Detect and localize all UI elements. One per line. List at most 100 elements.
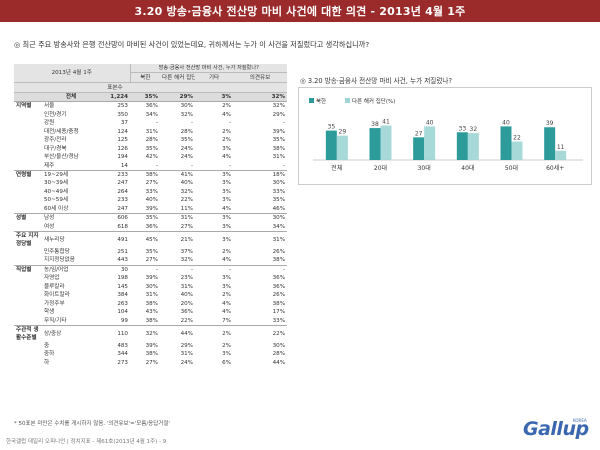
table-row: 학생 104 43% 36% 4% 17%: [14, 308, 287, 316]
row-label: 50~59세: [44, 197, 69, 204]
row-value: 3%: [195, 92, 233, 102]
row-value: 3%: [222, 145, 231, 152]
row-group: [14, 188, 42, 196]
chart-title: ◎ 3.20 방송·금융사 전산망 마비 사건, 누가 저질렀나?: [300, 77, 452, 85]
row-group: [14, 222, 42, 231]
row-value: 1,224: [100, 92, 130, 102]
table-row: 주관적 생활수준별 상/중상 110 32% 44% 2% 22%: [14, 324, 288, 342]
row-value: 29%: [272, 111, 286, 118]
row-label: 학생: [44, 309, 55, 316]
bar-chart: 북한 다른 해커 집단(%) 35 29 전체 38 41 20대 27 40 30대 33 32 40대…: [298, 87, 592, 185]
row-value: 29%: [180, 342, 193, 349]
row-value: 39%: [145, 342, 158, 349]
row-value: 3%: [222, 283, 231, 290]
row-value: 2%: [222, 292, 231, 299]
row-value: 110: [100, 324, 130, 342]
row-label: 대구/경북: [44, 145, 67, 152]
table-row: 무직/기타 99 38% 22% 7% 33%: [14, 316, 287, 325]
bar-value-label: 39: [546, 120, 554, 127]
row-value: 44%: [272, 359, 286, 366]
row-label: 중: [44, 342, 50, 349]
row-value: 3%: [222, 180, 231, 187]
page-footer: 한국갤럽 데일리 오피니언 | 정치지표 - 제61호(2013년 4월 1주)…: [6, 439, 167, 445]
table-row: 블루칼라 145 30% 31% 3% 36%: [14, 283, 287, 291]
row-value: 443: [117, 257, 128, 264]
row-value: 35%: [180, 137, 193, 144]
row-value: 24%: [180, 359, 193, 366]
row-value: 35%: [130, 92, 160, 102]
row-value: -: [190, 162, 193, 169]
bar-value-label: 32: [470, 126, 478, 133]
legend-swatch: [345, 98, 350, 103]
table-row: 대전/세종/충청 124 31% 28% 2% 39%: [14, 128, 287, 136]
row-group: [14, 196, 42, 204]
row-value: -: [195, 264, 233, 275]
row-value: 35%: [145, 145, 158, 152]
chart-bar: [413, 137, 425, 160]
row-value: 30%: [233, 212, 288, 223]
row-group: [14, 342, 42, 350]
chart-bar: [380, 125, 392, 160]
row-value: 31%: [272, 154, 286, 161]
row-label: 하: [44, 359, 50, 366]
row-label: 60세 이상: [44, 205, 69, 212]
row-value: 2%: [222, 249, 231, 256]
table-row: 여성 618 36% 27% 3% 34%: [14, 222, 287, 231]
category-label: 60세+: [546, 164, 564, 172]
bar-value-label: 22: [513, 135, 521, 142]
row-value: 384: [117, 292, 128, 299]
row-value: 35%: [145, 249, 158, 256]
row-value: -: [228, 120, 231, 127]
row-value: 24%: [180, 154, 193, 161]
row-value: 4%: [222, 111, 231, 118]
row-value: 36%: [180, 309, 193, 316]
row-value: 263: [117, 300, 128, 307]
row-value: -: [282, 162, 286, 169]
row-label: 지지정당없음: [44, 257, 75, 264]
chart-bar: [424, 126, 436, 160]
row-value: 27%: [145, 359, 158, 366]
table-row: 50~59세 233 40% 22% 3% 35%: [14, 196, 287, 204]
row-label: 30~39세: [44, 180, 69, 187]
row-value: 33%: [272, 188, 286, 195]
row-label: 서울: [42, 101, 100, 111]
row-value: 30: [100, 264, 130, 275]
bar-value-label: 40: [426, 119, 434, 126]
row-label: 화이트칼라: [44, 292, 70, 299]
row-label: 남성: [42, 212, 100, 223]
row-value: 35%: [272, 137, 286, 144]
table-row: 중하 344 38% 31% 3% 28%: [14, 350, 287, 358]
bar-value-label: 11: [557, 144, 565, 151]
row-group: 직업별: [14, 264, 42, 275]
chart-bar: [500, 126, 512, 160]
row-label: 중하: [44, 351, 55, 358]
row-group: [14, 291, 42, 299]
row-value: 31%: [233, 230, 288, 248]
row-value: 33%: [145, 188, 158, 195]
row-label: 부산/울산/경남: [44, 154, 79, 161]
row-value: 30%: [272, 180, 286, 187]
row-group: [14, 359, 42, 367]
row-value: -: [130, 264, 160, 275]
row-value: 44%: [160, 324, 195, 342]
col-header-2: 기타: [195, 72, 233, 83]
crosstab-table: 2013년 4월 1주 방송·금융사 전산망 마비 사건, 누가 저질렀나? 북…: [14, 64, 288, 367]
row-value: 38%: [272, 300, 286, 307]
table-row: 중 483 39% 29% 2% 30%: [14, 342, 287, 350]
row-value: 3%: [195, 230, 233, 248]
row-value: 14: [120, 162, 128, 169]
row-value: 125: [117, 137, 128, 144]
row-value: 32%: [180, 188, 193, 195]
row-group: [14, 111, 42, 119]
row-value: 34%: [145, 111, 158, 118]
row-group: [14, 248, 42, 256]
table-row: 지지정당없음 443 27% 32% 4% 38%: [14, 256, 287, 265]
row-value: 30%: [145, 283, 158, 290]
row-label: 19~29세: [42, 169, 100, 180]
row-group: 주관적 생활수준별: [14, 324, 42, 342]
row-value: 38%: [145, 300, 158, 307]
row-value: 618: [117, 223, 128, 230]
row-value: 22%: [180, 317, 193, 324]
row-value: 38%: [145, 351, 158, 358]
